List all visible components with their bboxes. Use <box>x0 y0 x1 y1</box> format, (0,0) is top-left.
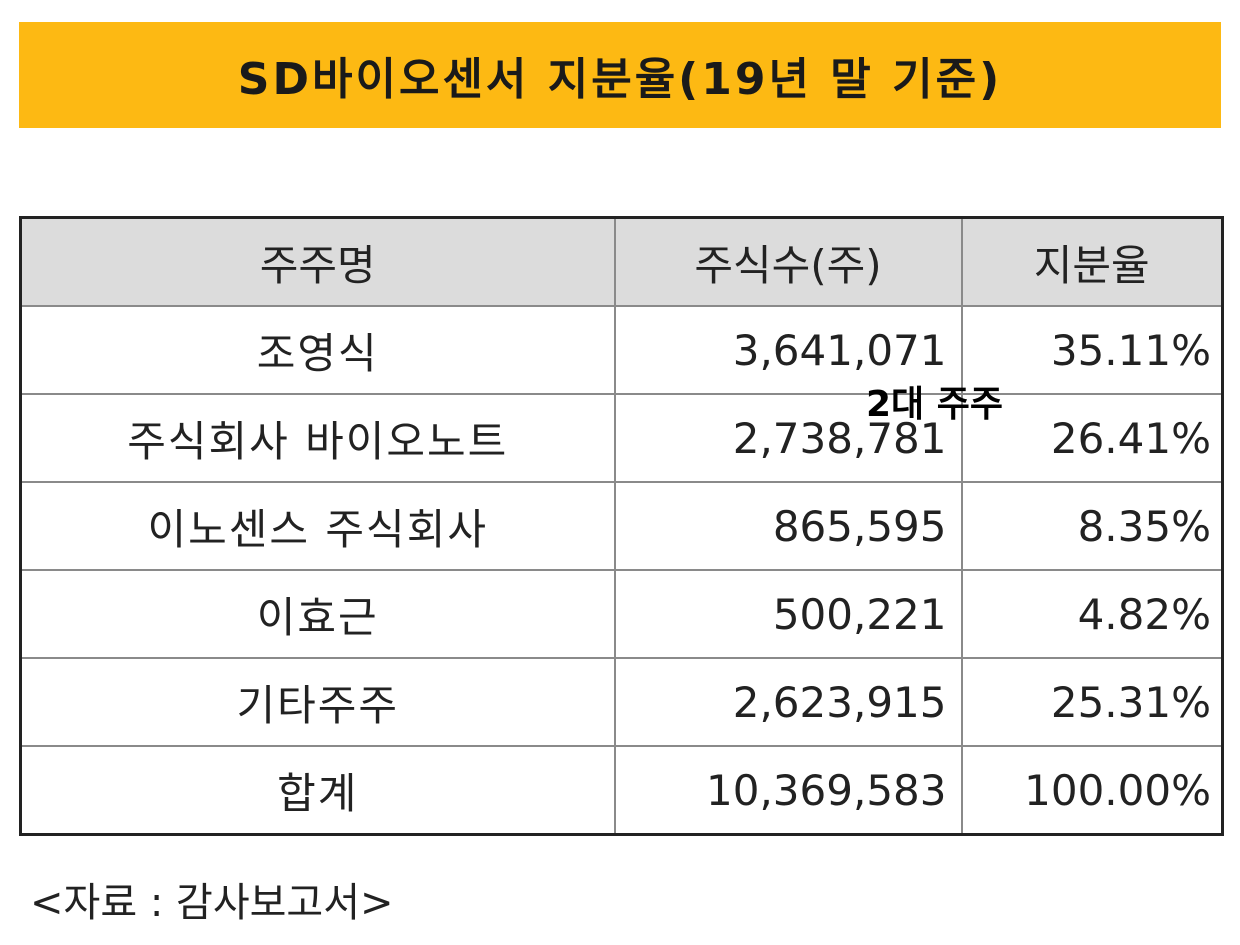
table-row: 조영식 3,641,071 35.11% <box>19 305 1224 395</box>
table-row: 이효근 500,221 4.82% <box>19 569 1224 659</box>
shareholder-table: 주주명 주식수(주) 지분율 조영식 3,641,071 35.11% 주식회사… <box>19 216 1224 836</box>
share-ratio-cell: 35.11% <box>960 305 1224 395</box>
share-ratio-cell: 8.35% <box>960 481 1224 571</box>
table-row: 주식회사 바이오노트 2,738,781 26.41% <box>19 393 1224 483</box>
share-count-cell: 2,738,781 <box>613 393 963 483</box>
share-ratio-cell: 25.31% <box>960 657 1224 747</box>
shareholder-name-cell: 기타주주 <box>19 657 616 747</box>
shareholder-name-cell: 조영식 <box>19 305 616 395</box>
title-banner: SD바이오센서 지분율(19년 말 기준) <box>19 22 1221 128</box>
share-count-cell: 500,221 <box>613 569 963 659</box>
header-share-ratio: 지분율 <box>960 216 1224 307</box>
table-row: 기타주주 2,623,915 25.31% <box>19 657 1224 747</box>
share-count-cell: 2,623,915 <box>613 657 963 747</box>
share-count-cell: 3,641,071 <box>613 305 963 395</box>
share-ratio-cell: 26.41% <box>960 393 1224 483</box>
table-row: 이노센스 주식회사 865,595 8.35% <box>19 481 1224 571</box>
share-count-cell: 865,595 <box>613 481 963 571</box>
second-largest-shareholder-annotation: 2대 주주 <box>866 384 1003 425</box>
total-share-ratio-cell: 100.00% <box>960 745 1224 836</box>
share-ratio-cell: 4.82% <box>960 569 1224 659</box>
page-title: SD바이오센서 지분율(19년 말 기준) <box>237 54 1003 105</box>
total-label-cell: 합계 <box>19 745 616 836</box>
total-share-count-cell: 10,369,583 <box>613 745 963 836</box>
source-note: <자료 : 감사보고서> <box>30 880 394 926</box>
header-shareholder-name: 주주명 <box>19 216 616 307</box>
header-share-count: 주식수(주) <box>613 216 963 307</box>
table-header-row: 주주명 주식수(주) 지분율 <box>19 216 1224 307</box>
shareholder-name-cell: 이노센스 주식회사 <box>19 481 616 571</box>
shareholder-name-cell: 주식회사 바이오노트 <box>19 393 616 483</box>
shareholder-name-cell: 이효근 <box>19 569 616 659</box>
table-total-row: 합계 10,369,583 100.00% <box>19 745 1224 836</box>
